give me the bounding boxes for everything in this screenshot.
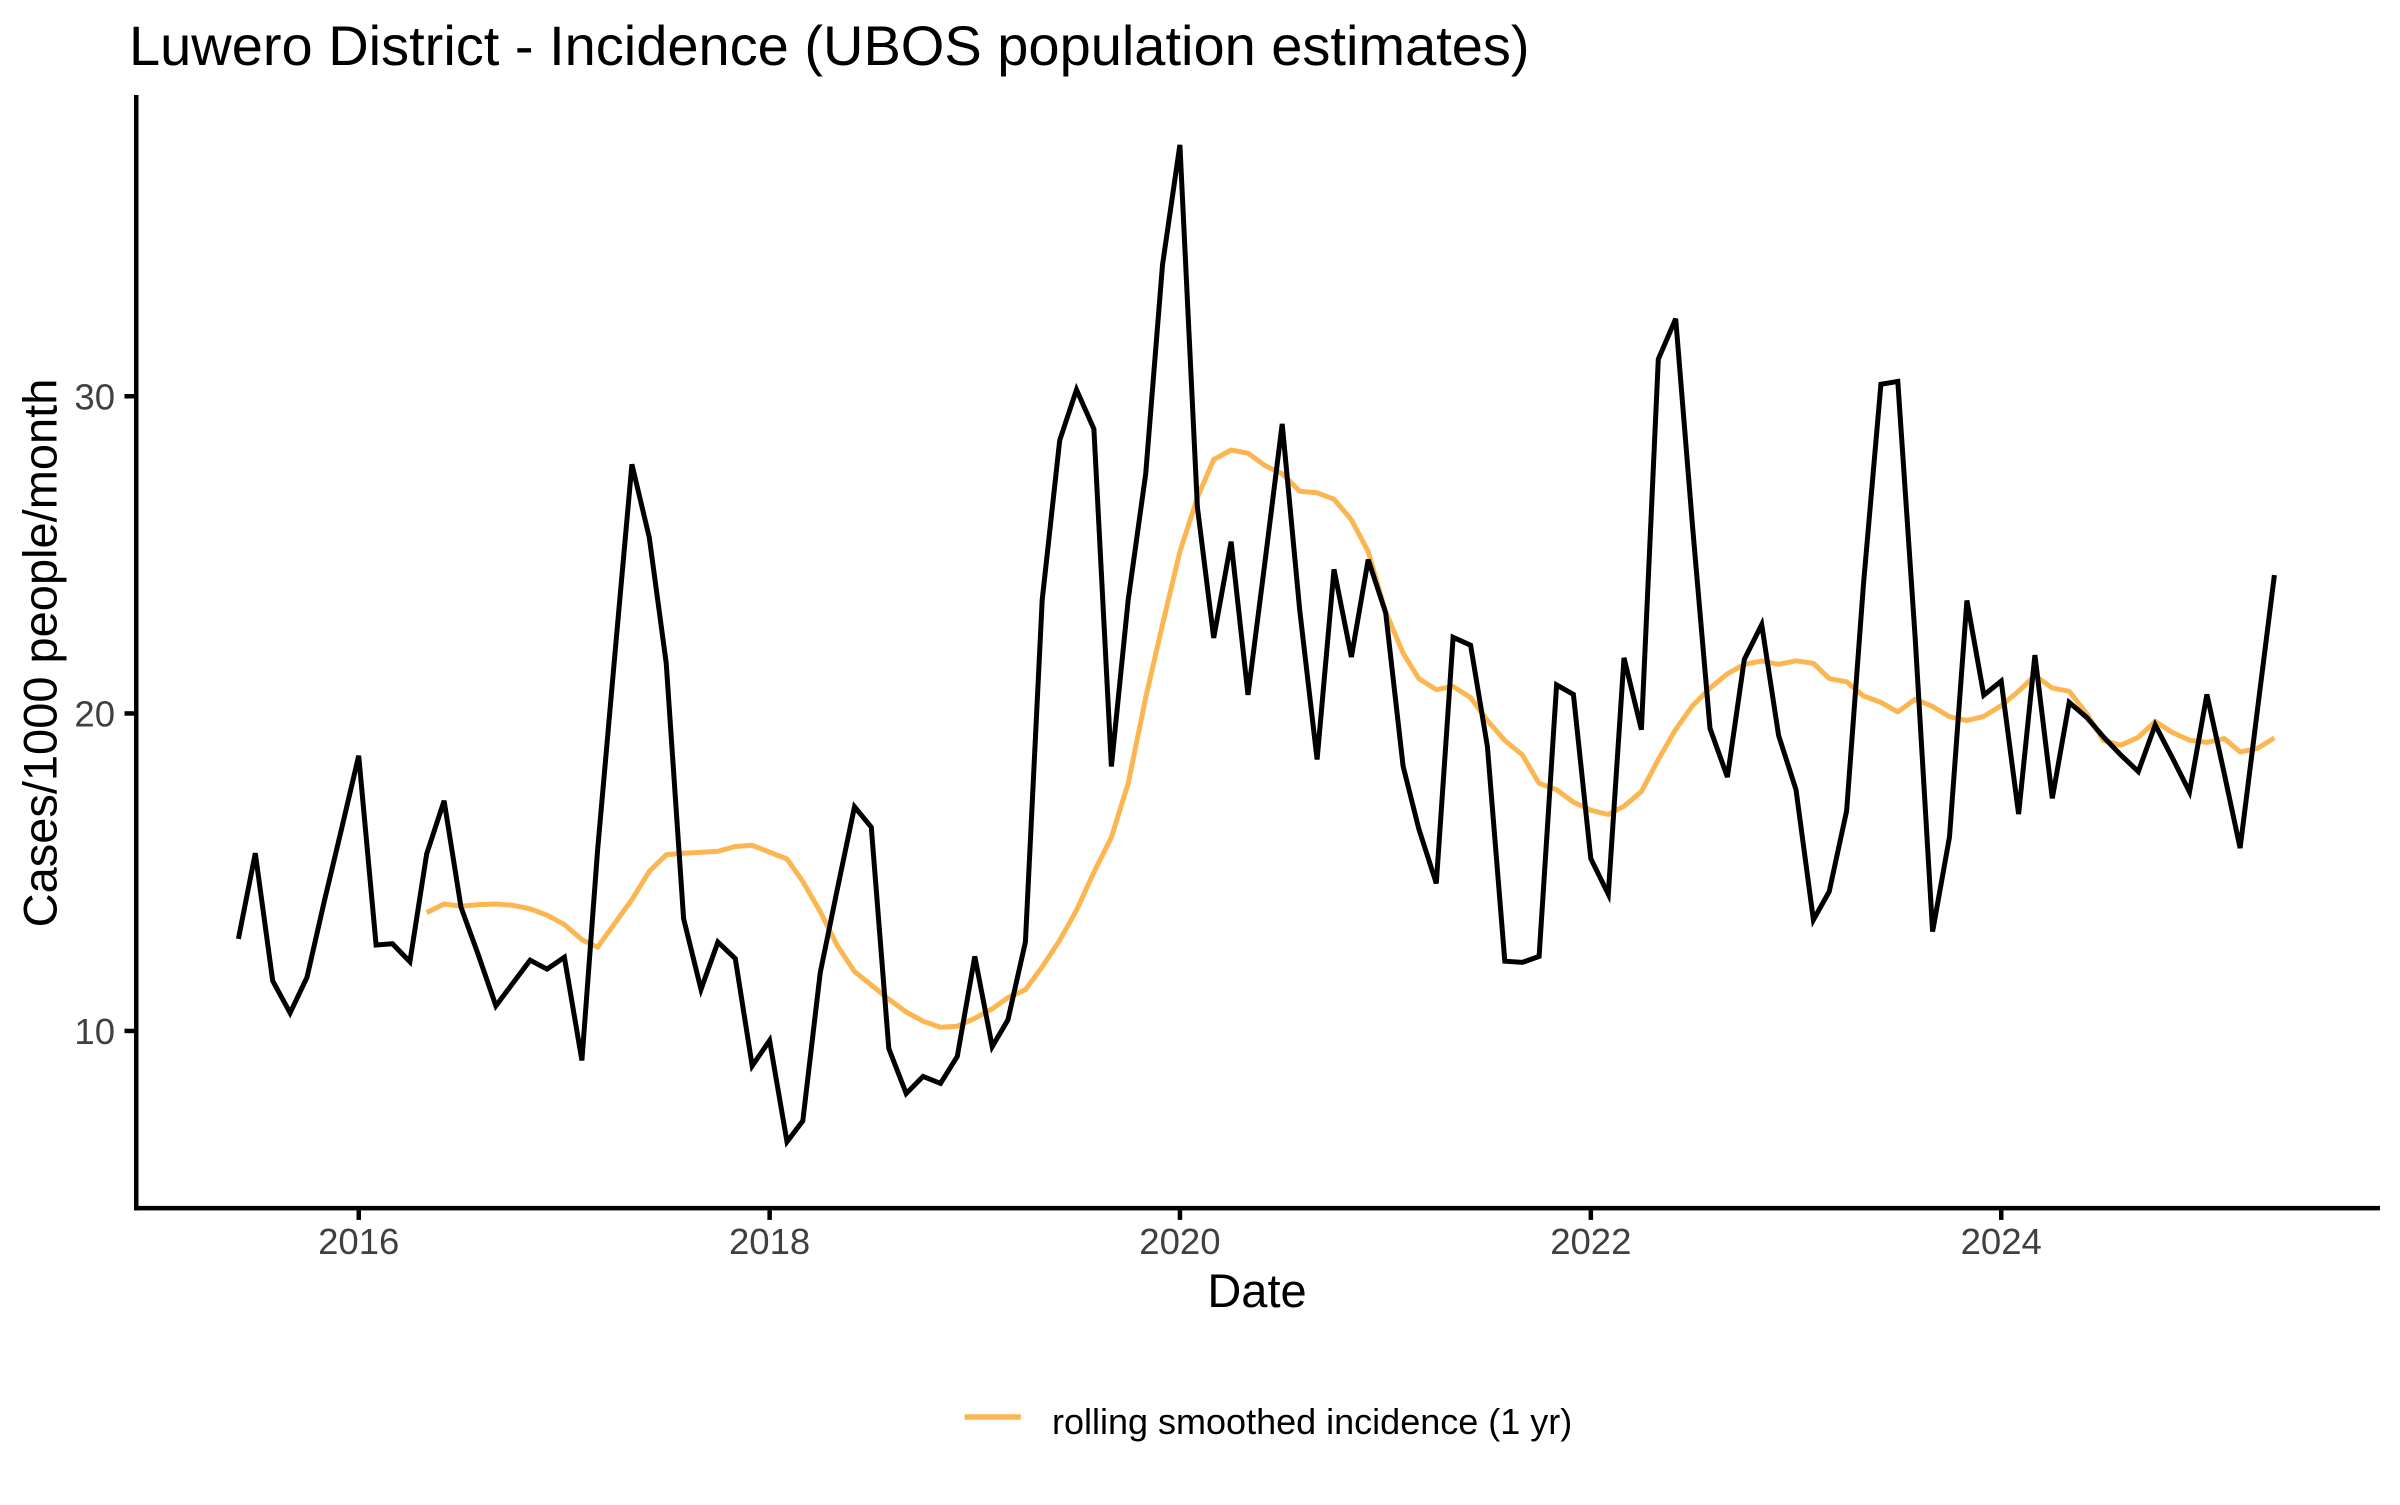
svg-text:20: 20 [74,694,115,735]
svg-text:rolling smoothed incidence (1: rolling smoothed incidence (1 yr) [1052,1401,1572,1442]
svg-text:2024: 2024 [1961,1221,2042,1262]
svg-text:10: 10 [74,1011,115,1052]
svg-text:2022: 2022 [1550,1221,1631,1262]
svg-text:Cases/1000 people/month: Cases/1000 people/month [14,379,67,928]
svg-text:Luwero District - Incidence (U: Luwero District - Incidence (UBOS popula… [129,14,1530,77]
svg-text:2018: 2018 [729,1221,810,1262]
svg-text:2016: 2016 [318,1221,399,1262]
svg-text:2020: 2020 [1139,1221,1220,1262]
svg-text:Date: Date [1207,1264,1306,1317]
svg-text:30: 30 [74,376,115,417]
